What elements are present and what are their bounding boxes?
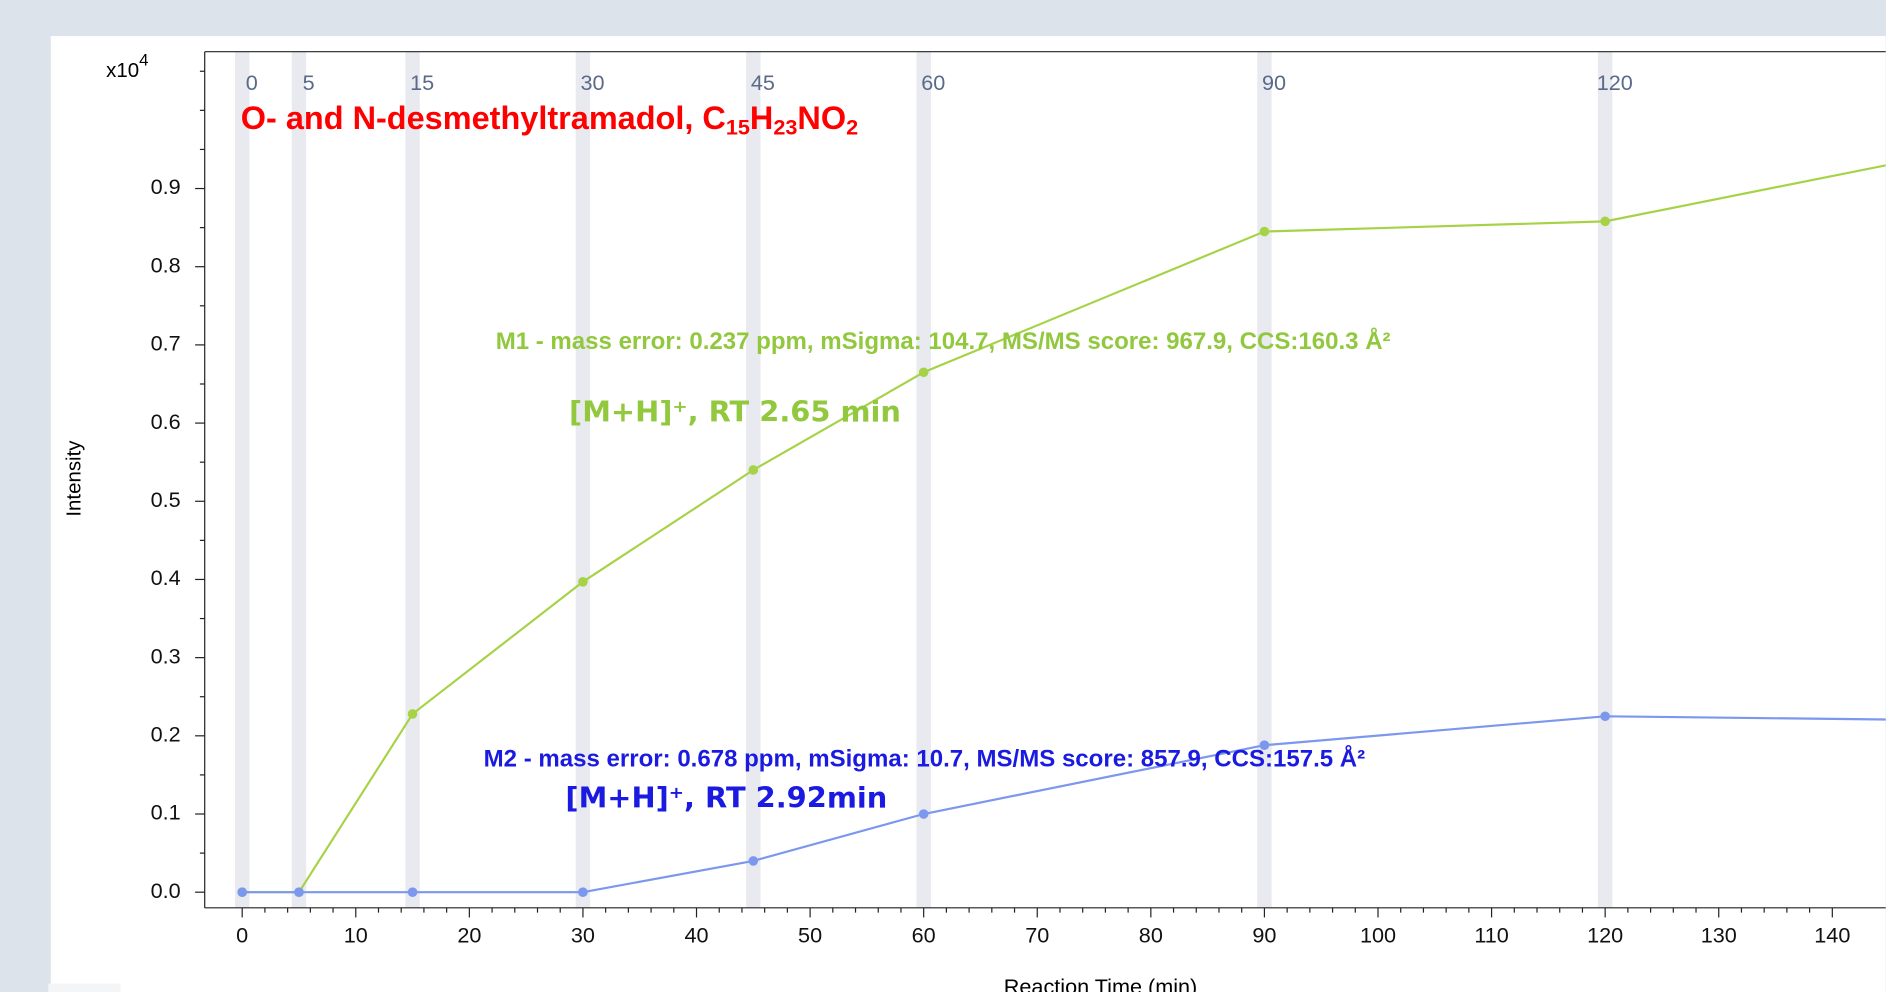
- y-tick-label: 0.9: [151, 174, 181, 199]
- multiplier: x104: [106, 51, 148, 83]
- sample-band: [291, 51, 307, 908]
- y-tick-label: 0.4: [151, 565, 181, 590]
- x-tick-label: 140: [1814, 922, 1850, 947]
- x-tick-label: 30: [571, 922, 595, 947]
- data-point: [1600, 216, 1610, 227]
- data-point: [294, 887, 304, 898]
- y-tick-label: 0.2: [151, 722, 181, 747]
- y-tick-label: 0.3: [151, 643, 181, 668]
- data-point: [918, 809, 929, 819]
- sample-time-label: 15: [410, 70, 434, 95]
- sample-time-label: 120: [1597, 70, 1633, 95]
- y-tick-label: 0.0: [151, 878, 181, 903]
- annotation: M1 - mass error: 0.237 ppm, mSigma: 104.…: [496, 327, 1391, 355]
- sample-band: [1257, 51, 1272, 908]
- sample-band: [405, 51, 420, 908]
- x-tick-label: 70: [1025, 922, 1049, 947]
- chart-title: O- and N-desmethyltramadol, C15H23NO2: [241, 100, 858, 140]
- y-tick-label: 0.6: [151, 409, 181, 434]
- chart-panel: [50, 36, 1886, 992]
- sample-time-label: 30: [581, 70, 605, 95]
- annotation: M2 - mass error: 0.678 ppm, mSigma: 10.7…: [484, 744, 1366, 772]
- sample-time-label: 5: [303, 70, 315, 95]
- x-tick-label: 110: [1474, 922, 1508, 947]
- sample-time-label: 90: [1262, 70, 1286, 95]
- x-tick-label: 130: [1701, 922, 1737, 947]
- annotation: [M+H]⁺, RT 2.92min: [565, 781, 887, 815]
- sample-band: [575, 51, 591, 908]
- x-tick-label: 60: [912, 922, 936, 947]
- y-tick-label: 0.1: [151, 800, 181, 825]
- x-tick-label: 80: [1139, 922, 1163, 947]
- data-point: [748, 465, 759, 475]
- x-tick-label: 10: [344, 922, 368, 947]
- y-tick-label: 0.8: [151, 252, 181, 277]
- data-point: [578, 887, 588, 898]
- x-tick-label: 100: [1360, 922, 1396, 947]
- sample-bands: [234, 51, 1613, 908]
- sample-band: [916, 51, 931, 908]
- sample-time-label: 45: [751, 70, 775, 95]
- sample-band: [234, 51, 250, 908]
- y-tick-label: 0.7: [151, 331, 181, 356]
- data-point: [578, 576, 588, 587]
- data-point: [407, 709, 418, 719]
- sample-band: [1597, 51, 1613, 908]
- x-axis-label: Reaction Time (min): [1004, 974, 1197, 992]
- y-axis-label: Intensity: [62, 440, 85, 517]
- x-tick-label: 90: [1252, 922, 1276, 947]
- x-tick-label: 50: [798, 922, 822, 947]
- data-point: [1600, 711, 1610, 722]
- data-point: [1259, 226, 1270, 237]
- x-tick-label: 0: [236, 922, 248, 947]
- x-tick-label: 120: [1587, 922, 1623, 947]
- sample-time-label: 0: [246, 70, 258, 95]
- sample-time-label: 60: [921, 70, 945, 95]
- data-point: [918, 367, 929, 378]
- plot-area: [237, 164, 1886, 898]
- data-point: [237, 887, 248, 898]
- corner-widget: [48, 983, 121, 992]
- data-point: [407, 887, 418, 898]
- x-tick-label: 20: [457, 922, 481, 947]
- x-tick-label: 40: [684, 922, 708, 947]
- y-tick-label: 0.5: [151, 487, 181, 512]
- annotation: [M+H]⁺, RT 2.65 min: [569, 395, 901, 429]
- data-point: [748, 856, 759, 866]
- data-point: [1259, 740, 1270, 751]
- sample-band: [746, 51, 761, 908]
